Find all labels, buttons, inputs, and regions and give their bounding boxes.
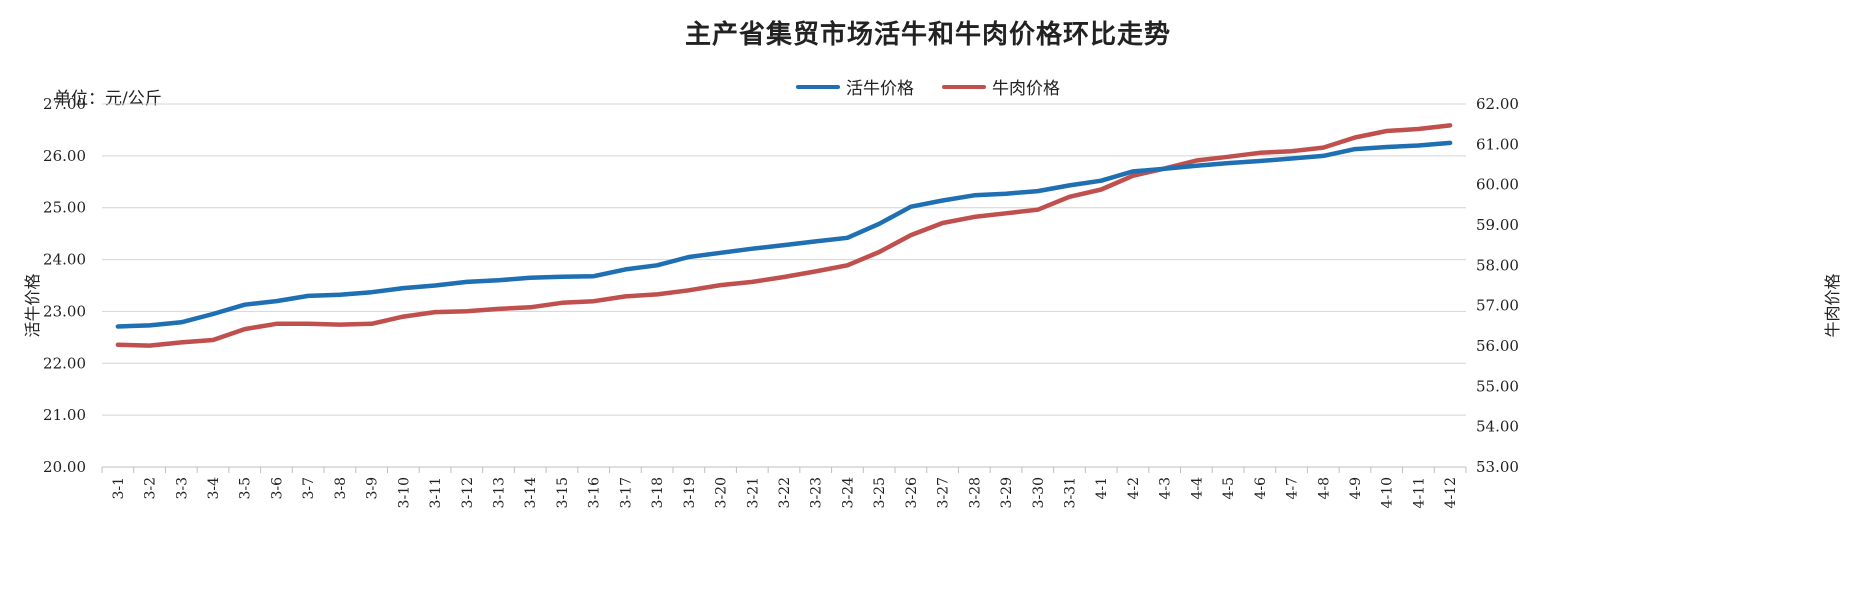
x-tick-label: 4-6 [1253,477,1269,500]
x-tick-label: 3-6 [269,477,285,500]
y-left-tick-label: 26.00 [43,147,86,165]
y-right-tick-label: 53.00 [1476,458,1519,476]
x-tick-label: 3-27 [936,477,952,508]
x-tick-label: 4-8 [1316,477,1332,500]
x-tick-label: 4-4 [1189,477,1205,500]
y-left-tick-label: 20.00 [43,458,86,476]
x-tick-label: 3-19 [682,477,698,508]
legend: 活牛价格 牛肉价格 [0,74,1856,99]
x-tick-label: 4-10 [1380,477,1396,508]
y-right-tick-label: 61.00 [1476,135,1519,153]
x-tick-label: 3-5 [238,477,254,500]
x-tick-label: 3-10 [396,477,412,508]
y-right-tick-label: 59.00 [1476,216,1519,234]
x-tick-label: 3-13 [492,477,508,508]
x-tick-label: 3-9 [365,477,381,500]
x-tick-label: 4-12 [1443,477,1459,508]
x-tick-label: 3-20 [714,477,730,508]
x-tick-label: 4-5 [1221,477,1237,500]
x-tick-label: 3-12 [460,477,476,508]
y-right-tick-label: 56.00 [1476,337,1519,355]
y-left-tick-label: 24.00 [43,251,86,269]
chart-title: 主产省集贸市场活牛和牛肉价格环比走势 [684,20,1171,50]
x-tick-label: 3-28 [967,477,983,508]
y-left-tick-label: 25.00 [43,199,86,217]
legend-swatch-beef [942,84,986,89]
y-right-tick-label: 55.00 [1476,377,1519,395]
series-line-beef [115,123,1453,348]
y-left-tick-label: 23.00 [43,302,86,320]
x-tick-label: 3-7 [301,477,317,500]
x-tick-label: 3-2 [143,477,159,500]
legend-label-beef: 牛肉价格 [992,79,1060,99]
x-tick-label: 3-3 [174,477,190,500]
x-tick-label: 3-4 [206,477,222,500]
y-right-axis-title: 牛肉价格 [1823,273,1842,337]
x-tick-label: 3-11 [428,477,444,508]
x-tick-label: 3-24 [840,477,856,509]
x-tick-label: 3-16 [587,477,603,509]
x-tick-label: 3-22 [777,477,793,508]
x-tick-label: 4-2 [1126,477,1142,500]
y-left-tick-label: 21.00 [43,406,86,424]
x-tick-label: 3-14 [523,477,539,509]
x-tick-label: 3-26 [904,477,920,509]
x-tick-label: 3-23 [809,477,825,508]
x-tick-label: 4-7 [1285,477,1301,500]
x-tick-label: 3-31 [1062,477,1078,508]
legend-item-live-cattle[interactable]: 活牛价格 [796,74,914,99]
x-tick-label: 3-17 [618,477,634,508]
x-tick-label: 4-1 [1094,477,1110,500]
y-right-tick-label: 62.00 [1476,95,1519,113]
y-right-tick-label: 57.00 [1476,297,1519,315]
series-line-live-cattle [115,140,1453,329]
x-tick-label: 3-30 [1031,477,1047,508]
y-left-axis-title: 活牛价格 [23,273,42,337]
y-left-tick-label: 22.00 [43,354,86,372]
x-tick-label: 4-11 [1411,477,1427,508]
y-right-tick-label: 58.00 [1476,256,1519,274]
legend-item-beef[interactable]: 牛肉价格 [942,74,1060,99]
x-tick-label: 4-3 [1158,477,1174,500]
y-right-tick-label: 54.00 [1476,418,1519,436]
legend-label-live-cattle: 活牛价格 [846,79,914,99]
x-tick-label: 3-8 [333,477,349,500]
y-left-tick-label: 27.00 [43,95,86,113]
x-tick-label: 3-18 [650,477,666,508]
x-tick-label: 3-29 [999,477,1015,508]
x-tick-label: 3-21 [745,477,761,508]
legend-swatch-live-cattle [796,84,840,89]
x-tick-label: 3-1 [111,477,127,500]
x-tick-label: 4-9 [1348,477,1364,500]
x-tick-label: 3-25 [872,477,888,508]
x-tick-label: 3-15 [555,477,571,508]
y-right-tick-label: 60.00 [1476,176,1519,194]
